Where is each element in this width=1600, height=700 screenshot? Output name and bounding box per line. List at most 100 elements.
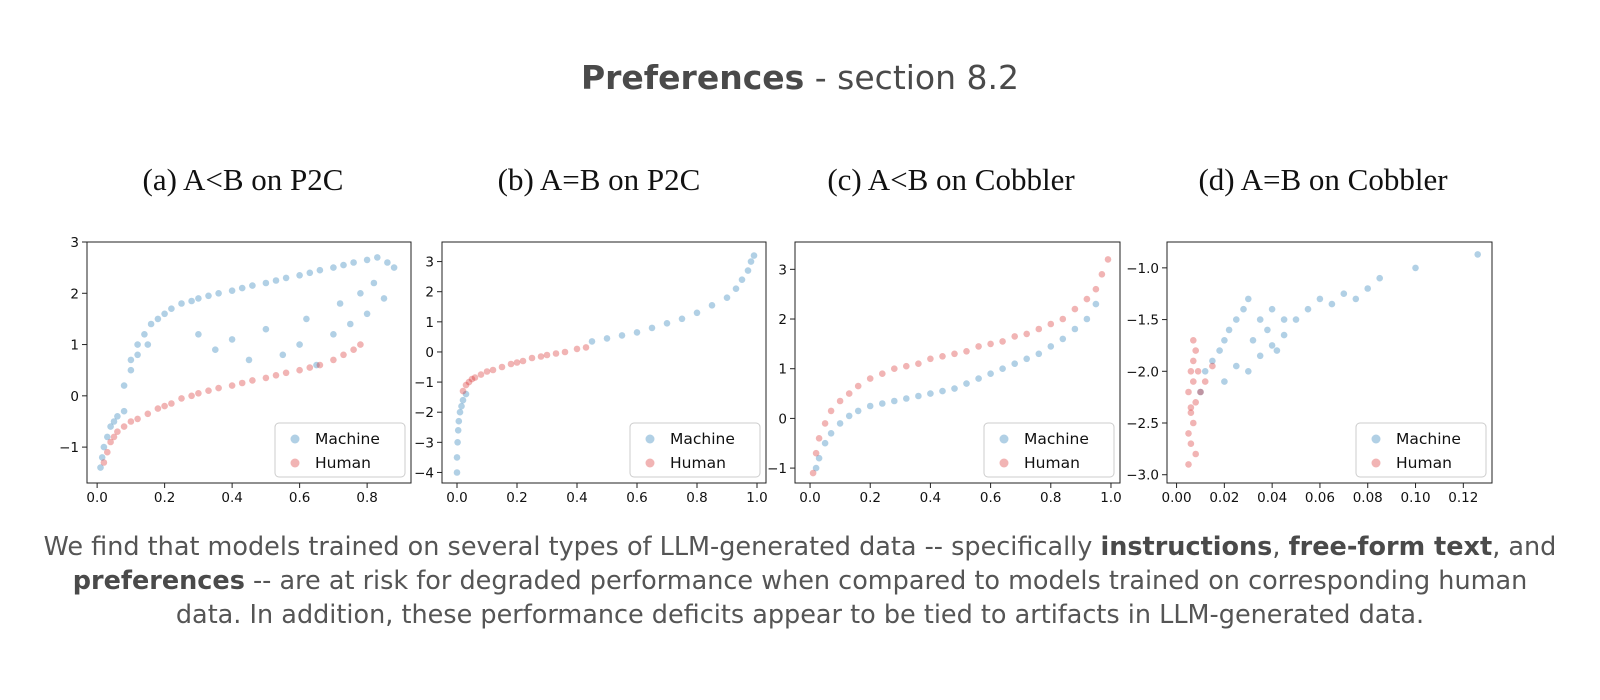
data-point-human <box>296 366 303 374</box>
data-point-machine <box>1340 290 1348 298</box>
data-point-machine <box>330 331 337 338</box>
plot-frame <box>86 241 412 484</box>
data-point-machine <box>1023 355 1030 363</box>
data-point-machine <box>836 420 844 427</box>
data-point-machine <box>296 272 303 279</box>
data-point-human <box>812 449 820 457</box>
data-point-machine <box>693 309 701 317</box>
data-point-human <box>879 370 886 378</box>
data-point-machine <box>975 375 982 382</box>
y-tick-label: 1 <box>778 362 787 378</box>
chart-subtitle: (b) A=B on P2C <box>498 162 701 197</box>
data-point-human <box>1209 362 1216 370</box>
data-point-human <box>483 368 491 375</box>
data-point-machine <box>648 324 656 332</box>
data-point-human <box>1035 325 1043 333</box>
data-point-machine <box>357 290 364 297</box>
data-point-machine <box>678 315 686 323</box>
y-tick-label: −1.0 <box>1126 261 1159 277</box>
data-point-machine <box>330 264 337 271</box>
data-point-machine <box>939 387 946 395</box>
data-point-machine <box>110 418 118 425</box>
caption-bold-free-form-text: free-form text <box>1288 532 1493 562</box>
data-point-human <box>1190 419 1197 427</box>
data-point-machine <box>120 382 128 389</box>
data-point-machine <box>313 361 320 369</box>
page-title-rest: - section 8.2 <box>804 58 1020 97</box>
data-point-human <box>963 348 970 355</box>
data-point-human <box>465 378 473 386</box>
y-tick-label: 1 <box>425 315 434 331</box>
data-point-machine <box>458 402 465 410</box>
data-point-machine <box>178 300 185 307</box>
data-point-human <box>340 351 347 359</box>
data-point-human <box>836 397 844 405</box>
chart-panel-1 <box>437 241 767 488</box>
data-point-machine <box>903 395 910 402</box>
data-point-machine <box>104 433 111 441</box>
data-point-machine <box>732 285 740 293</box>
data-point-machine <box>1221 378 1228 385</box>
data-point-machine <box>951 385 958 392</box>
data-point-machine <box>228 336 236 343</box>
data-point-human <box>110 433 118 441</box>
data-point-machine <box>347 320 354 328</box>
data-point-machine <box>97 464 104 471</box>
data-point-machine <box>363 310 371 318</box>
legend-marker-machine <box>1371 434 1381 444</box>
data-point-human <box>573 345 581 353</box>
data-point-human <box>999 338 1006 345</box>
chart-subtitle: (a) A<B on P2C <box>143 162 344 197</box>
data-point-machine <box>144 341 152 348</box>
data-point-machine <box>107 423 114 430</box>
x-tick-label: 0.8 <box>356 490 377 506</box>
legend-box <box>629 422 761 478</box>
data-point-machine <box>1216 347 1223 354</box>
data-point-machine <box>350 259 357 266</box>
data-point-machine <box>812 464 820 472</box>
data-point-machine <box>454 427 462 434</box>
data-point-human <box>195 390 202 397</box>
data-point-human <box>1187 404 1195 411</box>
data-point-human <box>134 415 141 423</box>
data-point-machine <box>98 454 106 461</box>
data-point-machine <box>154 315 162 323</box>
data-point-human <box>1185 388 1192 396</box>
x-tick-label: 0.6 <box>980 490 1001 506</box>
legend-marker-machine <box>645 434 655 444</box>
data-point-human <box>1187 368 1195 375</box>
data-point-human <box>1190 357 1197 365</box>
data-point-human <box>513 359 521 366</box>
chart-subtitle: (c) A<B on Cobbler <box>827 162 1075 197</box>
data-point-machine <box>827 430 835 437</box>
data-point-human <box>107 438 114 446</box>
data-point-machine <box>296 341 303 348</box>
data-point-machine <box>161 310 168 318</box>
data-point-machine <box>127 366 135 374</box>
data-point-machine <box>453 469 461 476</box>
legend-marker-human <box>999 458 1009 468</box>
data-point-human <box>537 353 545 360</box>
data-point-human <box>1187 409 1195 417</box>
chart-subtitle: (d) A=B on Cobbler <box>1198 162 1448 197</box>
data-point-machine <box>363 256 371 264</box>
data-point-human <box>915 360 922 368</box>
data-point-human <box>1190 378 1197 385</box>
data-point-machine <box>456 408 464 416</box>
data-point-machine <box>999 365 1006 373</box>
data-point-human <box>1092 285 1100 293</box>
x-tick-label: 0.10 <box>1400 490 1430 506</box>
charts-figure: (a) A<B on P2C 0.0 0.2 0.4 0.6 0.8 3 2 1 0 −1 Machi… <box>59 162 1493 506</box>
caption-text-1: We find that models trained on several t… <box>43 532 1101 562</box>
data-point-human <box>854 382 862 390</box>
data-point-machine <box>455 417 463 425</box>
data-point-human <box>188 392 195 400</box>
data-point-machine <box>1292 316 1300 323</box>
data-point-human <box>1185 430 1192 437</box>
caption-bold-instructions: instructions <box>1100 532 1273 562</box>
data-point-machine <box>1225 326 1233 334</box>
legend-box <box>274 422 406 478</box>
caption-text-4: -- are at risk for degraded performance … <box>175 566 1528 630</box>
data-point-machine <box>1280 316 1288 323</box>
data-point-machine <box>1083 315 1091 323</box>
